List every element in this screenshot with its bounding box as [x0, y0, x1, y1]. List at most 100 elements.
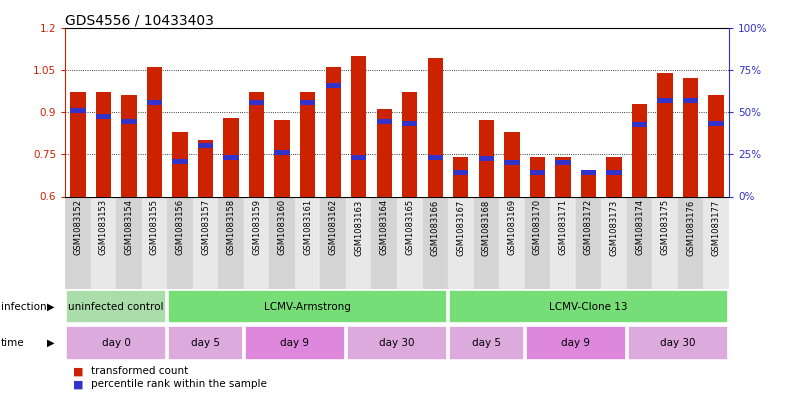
Text: LCMV-Armstrong: LCMV-Armstrong	[264, 301, 351, 312]
Bar	[402, 121, 418, 126]
Bar	[581, 170, 596, 175]
Text: ■: ■	[73, 379, 83, 389]
Bar	[326, 83, 341, 88]
Text: day 0: day 0	[102, 338, 130, 348]
Bar	[397, 196, 422, 289]
Bar	[218, 196, 244, 289]
Bar	[116, 196, 141, 289]
Bar	[275, 120, 290, 196]
Text: GSM1083175: GSM1083175	[661, 199, 669, 255]
Text: GDS4556 / 10433403: GDS4556 / 10433403	[65, 14, 214, 28]
Bar	[346, 196, 372, 289]
Bar	[147, 67, 162, 196]
Bar	[321, 196, 346, 289]
Text: uninfected control: uninfected control	[68, 301, 164, 312]
Bar	[351, 154, 366, 160]
Bar	[683, 78, 698, 196]
Bar	[581, 171, 596, 196]
Text: GSM1083177: GSM1083177	[711, 199, 721, 255]
Bar	[376, 109, 392, 196]
Text: day 5: day 5	[472, 338, 501, 348]
Bar	[550, 196, 576, 289]
Text: GSM1083168: GSM1083168	[482, 199, 491, 255]
Bar	[172, 159, 187, 164]
Text: GSM1083174: GSM1083174	[635, 199, 644, 255]
Bar	[198, 140, 213, 196]
Text: GSM1083166: GSM1083166	[431, 199, 440, 255]
Bar	[141, 196, 168, 289]
Bar	[530, 170, 545, 175]
Text: GSM1083172: GSM1083172	[584, 199, 593, 255]
Bar	[65, 196, 91, 289]
Text: GSM1083165: GSM1083165	[405, 199, 414, 255]
Bar	[683, 98, 698, 103]
FancyBboxPatch shape	[245, 326, 345, 360]
Bar	[653, 196, 678, 289]
Text: GSM1083164: GSM1083164	[380, 199, 389, 255]
Bar	[499, 196, 525, 289]
Text: time: time	[1, 338, 25, 348]
Text: GSM1083155: GSM1083155	[150, 199, 159, 255]
Bar	[626, 196, 653, 289]
Bar	[479, 156, 494, 161]
Bar	[198, 143, 213, 148]
Bar	[223, 154, 239, 160]
Text: GSM1083169: GSM1083169	[507, 199, 516, 255]
Text: LCMV-Clone 13: LCMV-Clone 13	[549, 301, 628, 312]
Bar	[530, 157, 545, 196]
Text: GSM1083152: GSM1083152	[73, 199, 83, 255]
Text: GSM1083163: GSM1083163	[354, 199, 363, 255]
Bar	[172, 132, 187, 196]
FancyBboxPatch shape	[526, 326, 626, 360]
Bar	[448, 196, 473, 289]
Bar	[601, 196, 626, 289]
Bar	[678, 196, 703, 289]
FancyBboxPatch shape	[168, 326, 243, 360]
Bar	[428, 59, 443, 196]
Bar	[422, 196, 448, 289]
Bar	[300, 92, 315, 196]
Bar	[70, 108, 86, 113]
Text: GSM1083153: GSM1083153	[99, 199, 108, 255]
Bar	[504, 160, 519, 165]
Bar	[428, 154, 443, 160]
Bar	[121, 119, 137, 125]
Bar	[96, 114, 111, 119]
Text: GSM1083154: GSM1083154	[125, 199, 133, 255]
FancyBboxPatch shape	[66, 326, 166, 360]
Bar	[193, 196, 218, 289]
Text: GSM1083176: GSM1083176	[686, 199, 695, 255]
Bar	[147, 99, 162, 105]
Bar	[473, 196, 499, 289]
Bar	[223, 118, 239, 196]
Bar	[275, 150, 290, 155]
Bar	[121, 95, 137, 196]
FancyBboxPatch shape	[347, 326, 447, 360]
Text: ▶: ▶	[47, 301, 55, 312]
Text: infection: infection	[1, 301, 46, 312]
Bar	[295, 196, 321, 289]
Bar	[249, 99, 264, 105]
Bar	[453, 157, 468, 196]
FancyBboxPatch shape	[449, 290, 728, 323]
Text: GSM1083167: GSM1083167	[457, 199, 465, 255]
Text: day 9: day 9	[561, 338, 590, 348]
Text: GSM1083171: GSM1083171	[558, 199, 568, 255]
Bar	[607, 170, 622, 175]
Text: GSM1083156: GSM1083156	[175, 199, 184, 255]
Bar	[326, 67, 341, 196]
Bar	[91, 196, 116, 289]
FancyBboxPatch shape	[449, 326, 523, 360]
Bar	[372, 196, 397, 289]
Bar	[376, 119, 392, 125]
Text: GSM1083170: GSM1083170	[533, 199, 542, 255]
Bar	[351, 56, 366, 196]
Bar	[576, 196, 601, 289]
Text: day 30: day 30	[660, 338, 696, 348]
Bar	[555, 160, 571, 165]
Bar	[300, 99, 315, 105]
Bar	[607, 157, 622, 196]
Bar	[504, 132, 519, 196]
Bar	[244, 196, 269, 289]
Bar	[657, 98, 673, 103]
